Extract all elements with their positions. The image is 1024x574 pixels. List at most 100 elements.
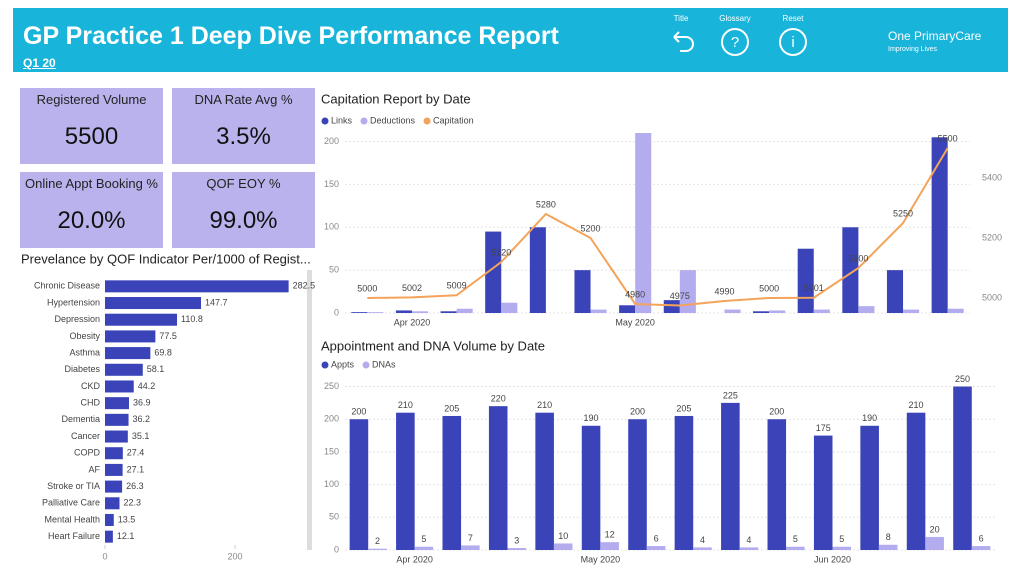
glossary-button[interactable]: Glossary ? — [710, 14, 760, 59]
data-label: 5100 — [848, 253, 868, 263]
y-tick-label: 0 — [334, 307, 339, 317]
bar — [878, 544, 898, 550]
appointment-chart: Appointment and DNA Volume by Date Appts… — [321, 338, 995, 564]
y-tick-label: 150 — [324, 446, 339, 456]
bar — [105, 347, 151, 360]
bar — [860, 425, 879, 550]
kpi-label: DNA Rate Avg % — [194, 92, 293, 107]
bar — [367, 312, 384, 313]
data-label: 282.5 — [293, 281, 315, 291]
y-tick-label: Mental Health — [44, 514, 100, 524]
bar — [535, 412, 554, 550]
data-label: 205 — [676, 403, 691, 413]
bar — [442, 415, 462, 550]
y-tick-label: Stroke or TIA — [47, 481, 100, 491]
x-tick-label: 0 — [102, 551, 107, 561]
y-tick-label: 150 — [324, 179, 339, 189]
data-label: 7 — [468, 533, 473, 543]
bar — [105, 313, 178, 326]
data-label: 5 — [421, 534, 426, 544]
bar — [411, 311, 429, 313]
y-tick-label: Dementia — [61, 414, 100, 424]
report-title: GP Practice 1 Deep Dive Performance Repo… — [23, 22, 559, 50]
kpi-card: Online Appt Booking % 20.0% — [20, 172, 163, 248]
svg-text:i: i — [791, 34, 794, 51]
header: GP Practice 1 Deep Dive Performance Repo… — [13, 8, 1008, 72]
kpi-value: 20.0% — [57, 207, 126, 234]
data-label: 200 — [351, 407, 366, 417]
bar — [600, 542, 619, 550]
data-label: 5500 — [938, 133, 958, 143]
data-label: 26.3 — [126, 481, 144, 491]
bar — [903, 309, 920, 313]
y-tick-label: Obesity — [69, 331, 100, 341]
data-label: 13.5 — [118, 514, 136, 524]
bar — [507, 548, 527, 550]
kpi-card: QOF EOY % 99.0% — [172, 172, 315, 248]
y-tick-label: Chronic Disease — [34, 281, 100, 291]
bar — [105, 513, 114, 526]
chart-title: Prevelance by QOF Indicator Per/1000 of … — [21, 251, 311, 266]
data-label: 6 — [979, 533, 984, 543]
data-label: 77.5 — [159, 331, 177, 341]
reset-button[interactable]: Reset i — [768, 14, 818, 59]
prevalence-chart: Prevelance by QOF Indicator Per/1000 of … — [21, 251, 315, 561]
y-tick-label: 5200 — [982, 232, 1002, 242]
y-tick-label: 200 — [324, 136, 339, 146]
svg-text:?: ? — [731, 34, 739, 51]
bar — [906, 412, 926, 550]
data-label: 35.1 — [132, 431, 150, 441]
logo-name: One PrimaryCare — [888, 29, 982, 43]
data-label: 200 — [769, 407, 784, 417]
bar — [349, 419, 369, 550]
bar — [886, 270, 904, 313]
x-tick-label: May 2020 — [581, 554, 621, 564]
bar — [635, 133, 652, 313]
bar — [105, 280, 289, 293]
period-tab[interactable]: Q1 20 — [23, 56, 56, 70]
legend-swatch — [321, 361, 329, 369]
data-label: 36.2 — [133, 414, 151, 424]
legend-label: DNAs — [372, 359, 396, 369]
data-label: 27.1 — [127, 464, 145, 474]
data-label: 5 — [793, 534, 798, 544]
data-label: 210 — [537, 400, 552, 410]
data-label: 22.3 — [123, 498, 141, 508]
data-label: 27.4 — [127, 448, 145, 458]
y-tick-label: 100 — [324, 479, 339, 489]
bar — [105, 330, 156, 343]
bar — [971, 546, 991, 550]
kpi-card: Registered Volume 5500 — [20, 88, 163, 164]
bar — [461, 545, 480, 550]
y-tick-label: AF — [88, 464, 100, 474]
bar — [105, 463, 123, 476]
help-icon: ? — [721, 28, 749, 56]
data-label: 190 — [584, 413, 599, 423]
bar — [105, 430, 128, 443]
bar — [925, 536, 944, 550]
data-label: 5280 — [536, 199, 556, 209]
y-tick-label: CHD — [81, 398, 101, 408]
data-label: 147.7 — [205, 297, 228, 307]
bar — [105, 363, 143, 376]
x-tick-label: 200 — [227, 551, 242, 561]
bar — [693, 547, 712, 550]
bar — [581, 425, 601, 550]
data-label: 2 — [375, 536, 380, 546]
bar — [105, 413, 129, 426]
bar — [553, 543, 573, 550]
bar — [395, 310, 412, 313]
y-tick-label: Diabetes — [64, 364, 100, 374]
bar — [105, 497, 120, 510]
data-label: 5000 — [759, 283, 779, 293]
y-tick-label: Asthma — [69, 347, 100, 357]
bar — [674, 415, 694, 550]
bar — [724, 309, 741, 313]
y-tick-label: Palliative Care — [42, 498, 100, 508]
bar — [105, 530, 113, 543]
y-tick-label: 50 — [329, 265, 339, 275]
scrollbar — [307, 270, 312, 550]
data-label: 5000 — [357, 283, 377, 293]
title-button[interactable]: Title — [656, 14, 706, 59]
